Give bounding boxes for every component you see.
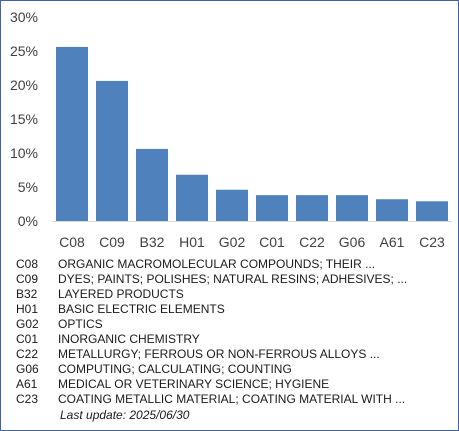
legend-row: G02 OPTICS bbox=[16, 317, 446, 332]
legend-row: C01 INORGANIC CHEMISTRY bbox=[16, 332, 446, 347]
y-tick-label: 20% bbox=[10, 77, 38, 93]
legend-code: G02 bbox=[16, 317, 39, 331]
legend-code: H01 bbox=[16, 302, 39, 316]
legend-row: C09 DYES; PAINTS; POLISHES; NATURAL RESI… bbox=[16, 272, 446, 287]
x-tick-label: G06 bbox=[339, 234, 366, 250]
x-tick-label: C23 bbox=[419, 234, 445, 250]
bars bbox=[56, 46, 448, 221]
y-tick-label: 25% bbox=[10, 43, 38, 59]
x-tick-label: B32 bbox=[140, 234, 165, 250]
y-axis-ticks: 0% 5% 10% 15% 20% 25% 30% bbox=[10, 9, 38, 229]
last-update-note: Last update: 2025/06/30 bbox=[60, 408, 190, 422]
x-tick-label: C22 bbox=[299, 234, 325, 250]
legend-row: C08 ORGANIC MACROMOLECULAR COMPOUNDS; TH… bbox=[16, 257, 446, 272]
bar-b32 bbox=[136, 148, 168, 221]
bar-c01 bbox=[256, 195, 288, 221]
y-tick-label: 5% bbox=[18, 179, 38, 195]
bar-chart: 0% 5% 10% 15% 20% 25% 30% C08 C09 B32 H01 G02 C01 C2… bbox=[10, 9, 452, 250]
bar-g06 bbox=[336, 195, 368, 221]
x-axis-ticks: C08 C09 B32 H01 G02 C01 C22 G06 A61 C23 bbox=[59, 234, 445, 250]
x-tick-label: C09 bbox=[99, 234, 125, 250]
bar-g02 bbox=[216, 189, 248, 221]
legend-row: B32 LAYERED PRODUCTS bbox=[16, 287, 446, 302]
legend-code: C09 bbox=[16, 272, 39, 286]
legend-code: G06 bbox=[16, 362, 39, 376]
bar-h01 bbox=[176, 174, 208, 221]
legend-row: G06 COMPUTING; CALCULATING; COUNTING bbox=[16, 362, 446, 377]
y-tick-label: 10% bbox=[10, 145, 38, 161]
legend-code: C23 bbox=[16, 392, 39, 406]
legend-row: H01 BASIC ELECTRIC ELEMENTS bbox=[16, 302, 446, 317]
legend-description: COMPUTING; CALCULATING; COUNTING bbox=[58, 362, 292, 376]
legend-description: DYES; PAINTS; POLISHES; NATURAL RESINS; … bbox=[58, 272, 408, 286]
legend-description: COATING METALLIC MATERIAL; COATING MATER… bbox=[58, 392, 406, 406]
bar-c09 bbox=[96, 80, 128, 221]
x-tick-label: A61 bbox=[380, 234, 405, 250]
bar-c08 bbox=[56, 46, 88, 221]
bar-a61 bbox=[376, 199, 408, 221]
bar-c22 bbox=[296, 195, 328, 221]
y-tick-label: 0% bbox=[18, 213, 38, 229]
legend-description: BASIC ELECTRIC ELEMENTS bbox=[58, 302, 225, 316]
legend-description: OPTICS bbox=[58, 317, 103, 331]
x-tick-label: C01 bbox=[259, 234, 285, 250]
legend-description: METALLURGY; FERROUS OR NON-FERROUS ALLOY… bbox=[58, 347, 380, 361]
legend-description: MEDICAL OR VETERINARY SCIENCE; HYGIENE bbox=[58, 377, 330, 391]
legend-code: A61 bbox=[16, 377, 38, 391]
legend-description: ORGANIC MACROMOLECULAR COMPOUNDS; THEIR … bbox=[58, 257, 376, 271]
legend-description: LAYERED PRODUCTS bbox=[58, 287, 184, 301]
x-tick-label: G02 bbox=[219, 234, 246, 250]
legend-code: C01 bbox=[16, 332, 39, 346]
legend-description: INORGANIC CHEMISTRY bbox=[58, 332, 200, 346]
bar-c23 bbox=[416, 201, 448, 221]
y-tick-label: 15% bbox=[10, 111, 38, 127]
category-legend: C08 ORGANIC MACROMOLECULAR COMPOUNDS; TH… bbox=[16, 257, 446, 407]
legend-code: B32 bbox=[16, 287, 38, 301]
legend-code: C08 bbox=[16, 257, 39, 271]
legend-row: C23 COATING METALLIC MATERIAL; COATING M… bbox=[16, 392, 446, 407]
legend-row: A61 MEDICAL OR VETERINARY SCIENCE; HYGIE… bbox=[16, 377, 446, 392]
legend-code: C22 bbox=[16, 347, 39, 361]
y-tick-label: 30% bbox=[10, 9, 38, 25]
legend-row: C22 METALLURGY; FERROUS OR NON-FERROUS A… bbox=[16, 347, 446, 362]
x-tick-label: C08 bbox=[59, 234, 85, 250]
x-tick-label: H01 bbox=[179, 234, 205, 250]
